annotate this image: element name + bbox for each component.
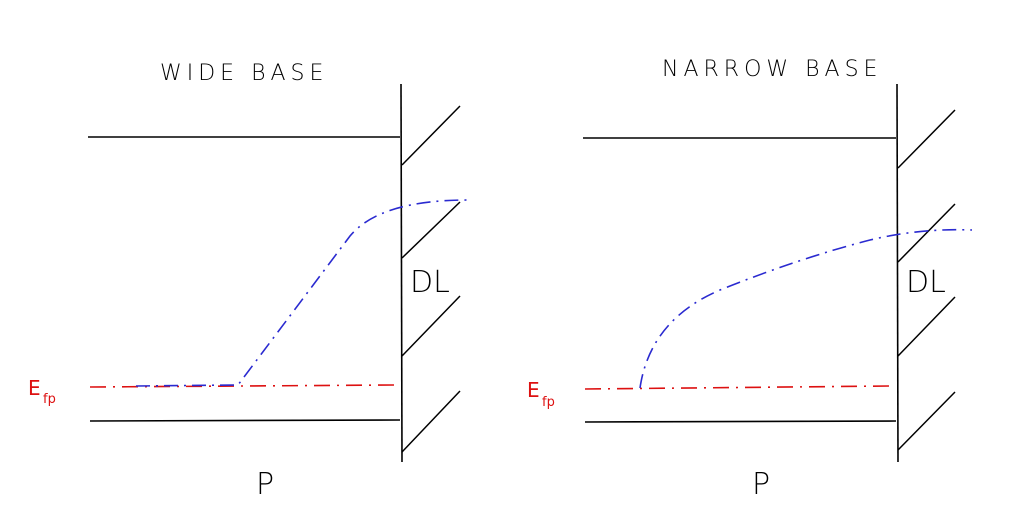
narrow-base-panel: NARROW BASE E fp DL P — [527, 57, 973, 502]
wide-base-hatching — [401, 105, 461, 453]
fermi-label-main: E — [527, 378, 540, 402]
fermi-label-sub: fp — [43, 392, 56, 407]
narrow-base-potential-curve — [639, 228, 973, 389]
fermi-label-main: E — [28, 376, 41, 400]
narrow-base-bottom-boundary — [584, 420, 897, 423]
wide-base-title: WIDE BASE — [160, 61, 328, 86]
narrow-base-dl-label: DL — [906, 265, 946, 300]
fermi-label-sub: fp — [542, 395, 555, 410]
narrow-base-wall — [896, 83, 899, 463]
wide-base-fermi-level-line — [89, 384, 396, 388]
narrow-base-fermi-label: E fp — [527, 378, 555, 410]
wide-base-wall — [400, 83, 403, 463]
wide-base-p-label: P — [256, 467, 274, 502]
narrow-base-hatching — [897, 109, 956, 451]
narrow-base-fermi-level-line — [584, 385, 891, 390]
wide-base-fermi-label: E fp — [28, 376, 56, 407]
narrow-base-p-label: P — [752, 467, 770, 502]
wide-base-potential-curve — [135, 199, 469, 387]
wide-base-bottom-boundary — [89, 419, 401, 422]
wide-base-panel: WIDE BASE E fp DL P — [28, 61, 469, 502]
wide-base-dl-label: DL — [410, 265, 450, 300]
narrow-base-title: NARROW BASE — [662, 57, 882, 82]
